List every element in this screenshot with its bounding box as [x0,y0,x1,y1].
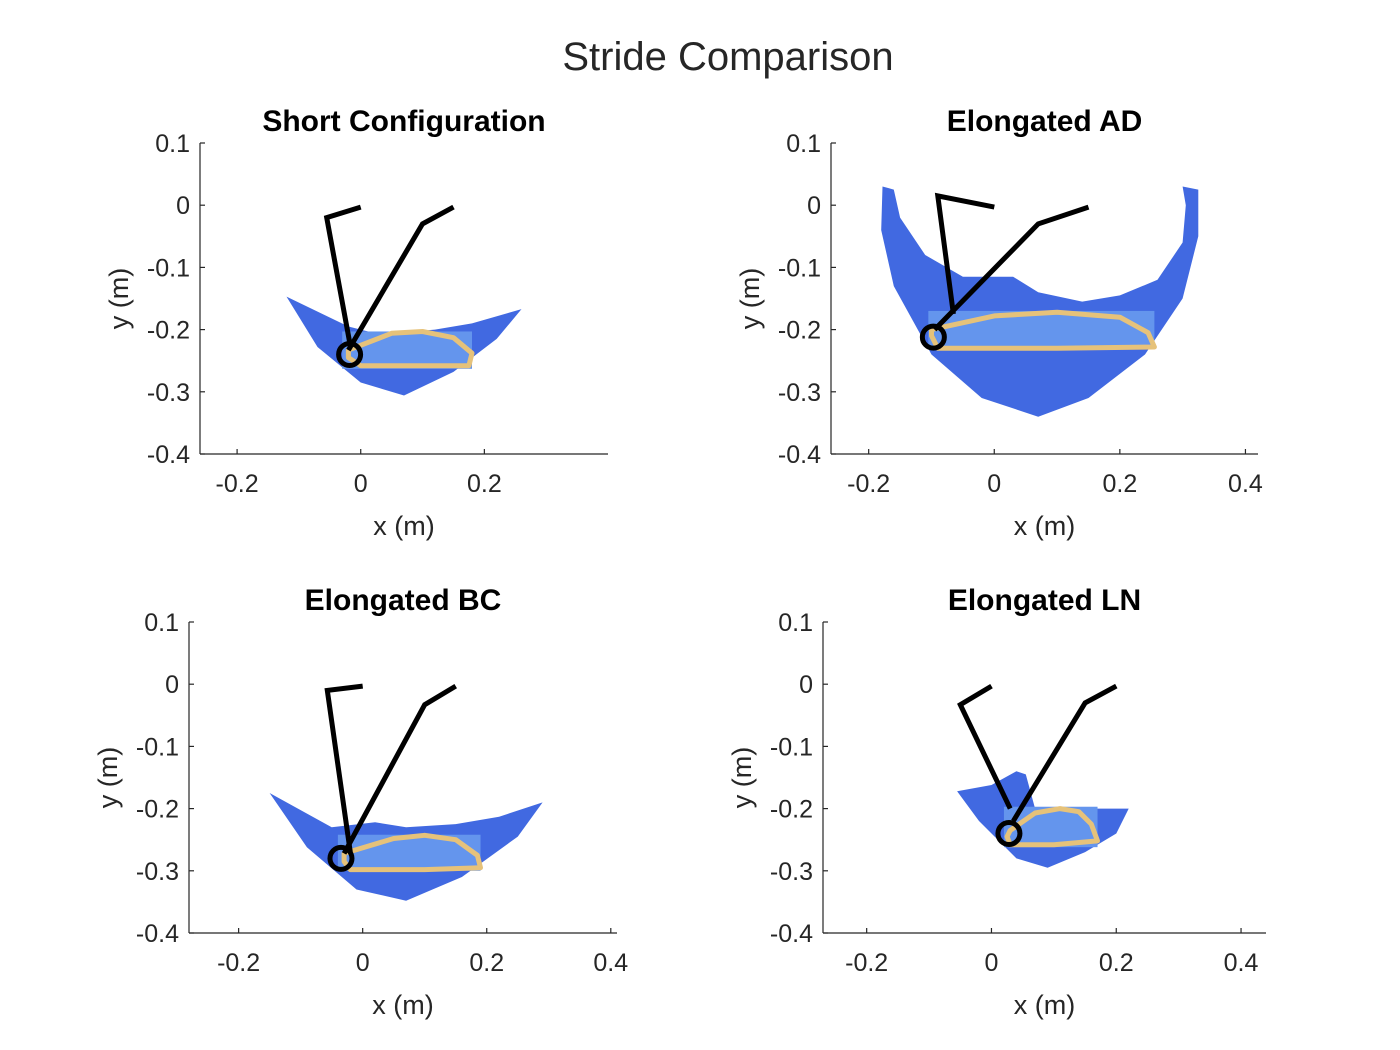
elongated-ln-plot-area [957,683,1129,868]
short-configuration-y-tick-label: 0 [176,192,190,220]
elongated-ln-x-tick-label: -0.2 [845,949,888,977]
elongated-ad-foot-joint [919,323,947,351]
elongated-ad-y-tick-label: -0.3 [778,379,821,407]
elongated-ad-x-tick-label: -0.2 [847,470,890,498]
elongated-bc-x-tick-label: 0.2 [469,949,504,977]
elongated-bc-y-tick-label: -0.3 [136,858,179,886]
elongated-ln-x-tick-label: 0.4 [1224,949,1259,977]
elongated-bc-x-tick-label: 0.4 [593,949,628,977]
short-configuration-y-label: y (m) [104,268,134,329]
elongated-bc-x-tick-label: 0 [356,949,370,977]
elongated-ad-linkage-2 [932,204,1090,332]
elongated-ad-y-label: y (m) [735,268,765,329]
elongated-bc-y-tick-label: -0.4 [136,920,179,948]
elongated-ad-x-tick-label: 0.4 [1228,470,1263,498]
elongated-ln-foot-trajectory [1004,806,1100,848]
figure-title: Stride Comparison [562,35,893,79]
elongated-ad-linkage-1 [934,192,995,315]
short-configuration-y-tick-label: -0.4 [147,441,190,469]
elongated-ln-y-tick-label: 0 [799,671,813,699]
short-configuration-x-label: x (m) [373,511,434,541]
elongated-bc-x-label: x (m) [372,990,433,1020]
subplot-elongated-ln: -0.2 0 0.2 0.4 0.1 0 -0.1 -0.2 -0.3 -0.4 Elongated… [727,584,1266,1020]
elongated-ln-linkage-2 [1011,683,1118,823]
short-configuration-plot-area [286,204,522,396]
elongated-ln-foot-joint [995,819,1023,847]
short-configuration-x-tick-label: 0 [354,470,368,498]
elongated-bc-y-tick-label: -0.2 [136,796,179,824]
elongated-ln-y-tick-label: -0.3 [770,858,813,886]
elongated-bc-plot-area [269,683,543,901]
elongated-ln-y-tick-label: 0.1 [778,609,813,637]
elongated-ad-y-tick-label: -0.2 [778,317,821,345]
elongated-ad-x-tick-label: 0.2 [1102,470,1137,498]
subplot-elongated-bc: -0.2 0 0.2 0.4 0.1 0 -0.1 -0.2 -0.3 -0.4 Elongated… [93,584,628,1020]
elongated-ln-x-tick-label: 0.2 [1099,949,1134,977]
elongated-ad-y-tick-label: -0.4 [778,441,821,469]
elongated-bc-y-tick-label: 0 [165,671,179,699]
elongated-bc-y-tick-label: 0.1 [144,609,179,637]
elongated-ad-title: Elongated AD [947,105,1143,138]
subplot-short-configuration: -0.2 0 0.2 0.1 0 -0.1 -0.2 -0.3 -0.4 Short Config… [104,105,608,541]
elongated-ln-title: Elongated LN [948,584,1141,617]
elongated-bc-linkage-2 [341,683,457,855]
short-configuration-y-tick-label: 0.1 [155,130,190,158]
elongated-ad-x-tick-label: 0 [987,470,1001,498]
elongated-ln-y-label: y (m) [727,747,757,808]
elongated-bc-linkage-1 [324,683,364,853]
short-configuration-title: Short Configuration [262,105,545,138]
elongated-ln-x-label: x (m) [1014,990,1075,1020]
elongated-ad-x-label: x (m) [1014,511,1075,541]
elongated-ln-linkage-1 [957,683,1013,810]
elongated-ad-y-tick-label: -0.1 [778,254,821,282]
short-configuration-x-tick-label: -0.2 [216,470,259,498]
elongated-ad-y-tick-label: 0 [807,192,821,220]
short-configuration-y-tick-label: -0.2 [147,317,190,345]
short-configuration-x-tick-label: 0.2 [467,470,502,498]
elongated-ad-plot-area [881,186,1199,417]
elongated-ad-y-tick-label: 0.1 [786,130,821,158]
elongated-ln-y-tick-label: -0.4 [770,920,813,948]
short-configuration-linkage-2 [346,204,455,352]
elongated-bc-y-label: y (m) [93,747,123,808]
elongated-ad-foot-trajectory [929,309,1157,351]
short-configuration-linkage-1 [323,204,362,343]
elongated-bc-title: Elongated BC [305,584,502,617]
short-configuration-foot-joint [336,340,364,368]
elongated-bc-y-tick-label: -0.1 [136,733,179,761]
elongated-ln-x-tick-label: 0 [985,949,999,977]
elongated-bc-x-tick-label: -0.2 [217,949,260,977]
elongated-bc-foot-joint [327,844,355,872]
subplot-elongated-ad: -0.2 0 0.2 0.4 0.1 0 -0.1 -0.2 -0.3 -0.4 Elongated… [735,105,1263,541]
short-configuration-y-tick-label: -0.3 [147,379,190,407]
elongated-ln-y-tick-label: -0.1 [770,733,813,761]
elongated-ad-workspace-region [881,186,1199,417]
short-configuration-y-tick-label: -0.1 [147,254,190,282]
elongated-ln-y-tick-label: -0.2 [770,796,813,824]
